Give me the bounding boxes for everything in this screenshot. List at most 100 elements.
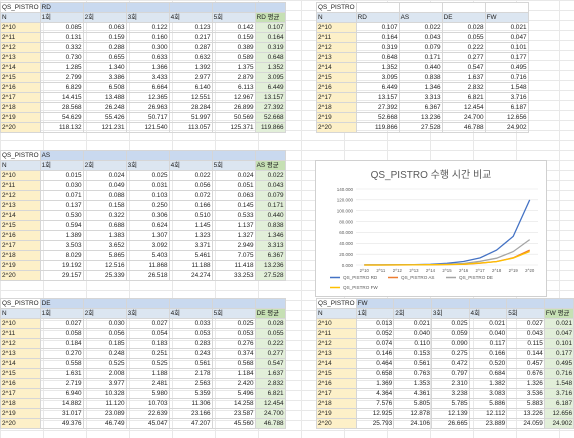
empty-cell[interactable] xyxy=(82,150,127,161)
row-label-cell[interactable]: 2^19 xyxy=(0,112,41,123)
average-cell[interactable]: 13.236 xyxy=(254,260,286,271)
value-cell[interactable]: 0.275 xyxy=(430,348,470,359)
average-cell[interactable]: 3.095 xyxy=(254,72,286,83)
row-label-cell[interactable]: 2^13 xyxy=(316,348,357,359)
average-cell[interactable]: 0.164 xyxy=(254,32,286,43)
empty-cell[interactable] xyxy=(125,150,170,161)
empty-cell[interactable] xyxy=(125,2,170,13)
value-cell[interactable]: 0.185 xyxy=(82,338,127,349)
row-label-cell[interactable]: 2^15 xyxy=(316,368,357,379)
value-cell[interactable]: 47.207 xyxy=(168,418,213,429)
column-header[interactable]: 2회 xyxy=(82,12,127,23)
value-cell[interactable]: 0.533 xyxy=(211,210,256,221)
value-cell[interactable]: 7.075 xyxy=(211,250,256,261)
column-header[interactable]: N xyxy=(0,308,41,319)
value-cell[interactable]: 0.040 xyxy=(393,328,432,339)
value-cell[interactable]: 0.047 xyxy=(484,32,529,43)
value-cell[interactable]: 0.624 xyxy=(125,220,170,231)
row-label-cell[interactable]: 2^20 xyxy=(316,122,357,133)
value-cell[interactable]: 0.166 xyxy=(468,348,508,359)
value-cell[interactable]: 1.353 xyxy=(393,378,432,389)
value-cell[interactable]: 2.719 xyxy=(39,378,84,389)
value-cell[interactable]: 0.051 xyxy=(211,180,256,191)
value-cell[interactable]: 0.243 xyxy=(168,348,213,359)
value-cell[interactable]: 0.054 xyxy=(125,328,170,339)
value-cell[interactable]: 3.095 xyxy=(355,72,400,83)
value-cell[interactable]: 11.306 xyxy=(168,398,213,409)
value-cell[interactable]: 0.059 xyxy=(430,328,470,339)
value-cell[interactable]: 13.236 xyxy=(398,112,443,123)
value-cell[interactable]: 6.940 xyxy=(39,388,84,399)
empty-cell[interactable] xyxy=(211,2,256,13)
value-cell[interactable]: 0.117 xyxy=(468,338,508,349)
value-cell[interactable]: 3.386 xyxy=(82,72,127,83)
value-cell[interactable]: 1.352 xyxy=(355,62,400,73)
value-cell[interactable]: 8.029 xyxy=(39,250,84,261)
value-cell[interactable]: 12.516 xyxy=(82,260,127,271)
column-header[interactable]: 3회 xyxy=(125,12,170,23)
value-cell[interactable]: 0.071 xyxy=(39,190,84,201)
value-cell[interactable]: 0.025 xyxy=(430,318,470,329)
value-cell[interactable]: 12.967 xyxy=(211,92,256,103)
value-cell[interactable]: 0.052 xyxy=(355,328,395,339)
value-cell[interactable]: 0.144 xyxy=(506,348,545,359)
row-label-cell[interactable]: 2^19 xyxy=(316,112,357,123)
row-label-cell[interactable]: 2^11 xyxy=(0,328,41,339)
value-cell[interactable]: 0.146 xyxy=(355,348,395,359)
value-cell[interactable]: 1.375 xyxy=(211,62,256,73)
value-cell[interactable]: 0.283 xyxy=(168,338,213,349)
column-header[interactable]: 1회 xyxy=(39,308,84,319)
value-cell[interactable]: 0.043 xyxy=(506,328,545,339)
average-cell[interactable]: 0.319 xyxy=(254,42,286,53)
empty-cell[interactable] xyxy=(355,2,400,13)
average-cell[interactable]: 0.107 xyxy=(254,22,286,33)
value-cell[interactable]: 0.021 xyxy=(484,22,529,33)
value-cell[interactable]: 0.561 xyxy=(168,358,213,369)
value-cell[interactable]: 4.364 xyxy=(355,388,395,399)
value-cell[interactable]: 0.288 xyxy=(82,42,127,53)
value-cell[interactable]: 0.085 xyxy=(39,22,84,33)
value-cell[interactable]: 0.031 xyxy=(125,180,170,191)
series-name-cell[interactable]: RD xyxy=(39,2,84,13)
average-cell[interactable]: 0.022 xyxy=(254,170,286,181)
value-cell[interactable]: 1.346 xyxy=(398,82,443,93)
value-cell[interactable]: 0.088 xyxy=(82,190,127,201)
value-cell[interactable]: 119.866 xyxy=(355,122,400,133)
average-cell[interactable]: 1.346 xyxy=(254,230,286,241)
value-cell[interactable]: 24.059 xyxy=(506,418,545,429)
value-cell[interactable]: 24.274 xyxy=(168,270,213,281)
value-cell[interactable]: 12.112 xyxy=(468,408,508,419)
average-cell[interactable]: 0.495 xyxy=(543,358,574,369)
value-cell[interactable]: 1.392 xyxy=(168,62,213,73)
value-cell[interactable]: 1.340 xyxy=(82,62,127,73)
value-cell[interactable]: 51.997 xyxy=(168,112,213,123)
value-cell[interactable]: 0.277 xyxy=(441,52,486,63)
empty-cell[interactable] xyxy=(430,298,470,309)
row-label-cell[interactable]: 2^10 xyxy=(316,22,357,33)
value-cell[interactable]: 0.716 xyxy=(484,72,529,83)
value-cell[interactable]: 28.284 xyxy=(168,102,213,113)
value-cell[interactable]: 0.594 xyxy=(39,220,84,231)
row-label-cell[interactable]: 2^16 xyxy=(0,378,41,389)
value-cell[interactable]: 6.113 xyxy=(211,82,256,93)
value-cell[interactable]: 12.454 xyxy=(441,102,486,113)
value-cell[interactable]: 14.882 xyxy=(39,398,84,409)
series-line[interactable] xyxy=(364,250,530,266)
value-cell[interactable]: 1.327 xyxy=(211,230,256,241)
empty-cell[interactable] xyxy=(211,150,256,161)
value-cell[interactable]: 3.536 xyxy=(506,388,545,399)
value-cell[interactable]: 3.238 xyxy=(430,388,470,399)
line-chart[interactable]: QS_PISTRO 수행 시간 비교 0.000 20.000 40.000 60.0… xyxy=(315,160,547,297)
column-header[interactable]: FW 평균 xyxy=(543,308,574,319)
value-cell[interactable]: 0.568 xyxy=(211,358,256,369)
value-cell[interactable]: 25.339 xyxy=(82,270,127,281)
value-cell[interactable]: 0.027 xyxy=(39,318,84,329)
value-cell[interactable]: 46.788 xyxy=(441,122,486,133)
value-cell[interactable]: 13.157 xyxy=(355,92,400,103)
empty-cell[interactable] xyxy=(254,150,286,161)
value-cell[interactable]: 0.033 xyxy=(168,318,213,329)
value-cell[interactable]: 3.313 xyxy=(398,92,443,103)
value-cell[interactable]: 0.013 xyxy=(355,318,395,329)
average-cell[interactable]: 6.821 xyxy=(254,388,286,399)
empty-cell[interactable] xyxy=(484,2,529,13)
